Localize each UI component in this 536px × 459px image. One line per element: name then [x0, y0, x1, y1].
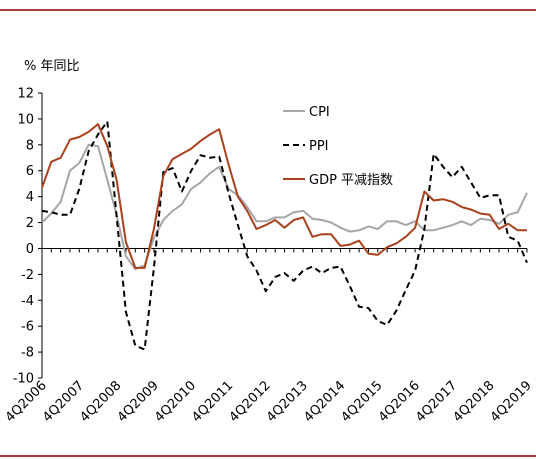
y-tick-label: 0: [26, 242, 34, 257]
y-tick-label: -8: [21, 346, 34, 361]
y-tick-label: 6: [26, 164, 34, 179]
series-layer: [41, 120, 528, 351]
legend-ppi-label: PPI: [309, 139, 329, 154]
ppi-line: [41, 120, 528, 351]
y-tick-label: -4: [21, 294, 34, 309]
y-tick-label: 12: [17, 87, 34, 102]
legend: CPI PPI GDP 平减指数: [283, 105, 393, 188]
legend-gdp-label: GDP 平减指数: [309, 173, 393, 188]
legend-cpi-label: CPI: [309, 105, 330, 120]
y-tick-label: 8: [26, 138, 34, 153]
y-tick-label: -6: [21, 320, 34, 335]
y-tick-label: -2: [21, 268, 34, 283]
y-tick-label: 10: [17, 112, 34, 127]
y-tick-label: 4: [26, 190, 34, 205]
y-tick-label: 2: [26, 216, 34, 231]
gdp-deflator-line: [41, 123, 527, 269]
y-tick-label: -10: [13, 372, 34, 387]
axes: -10-8-6-4-20246810124Q20064Q20074Q20084Q…: [3, 87, 535, 426]
x-tick-label: 4Q2019: [488, 378, 535, 425]
cpi-line: [41, 143, 528, 271]
unit-label: % 年同比: [24, 59, 80, 74]
